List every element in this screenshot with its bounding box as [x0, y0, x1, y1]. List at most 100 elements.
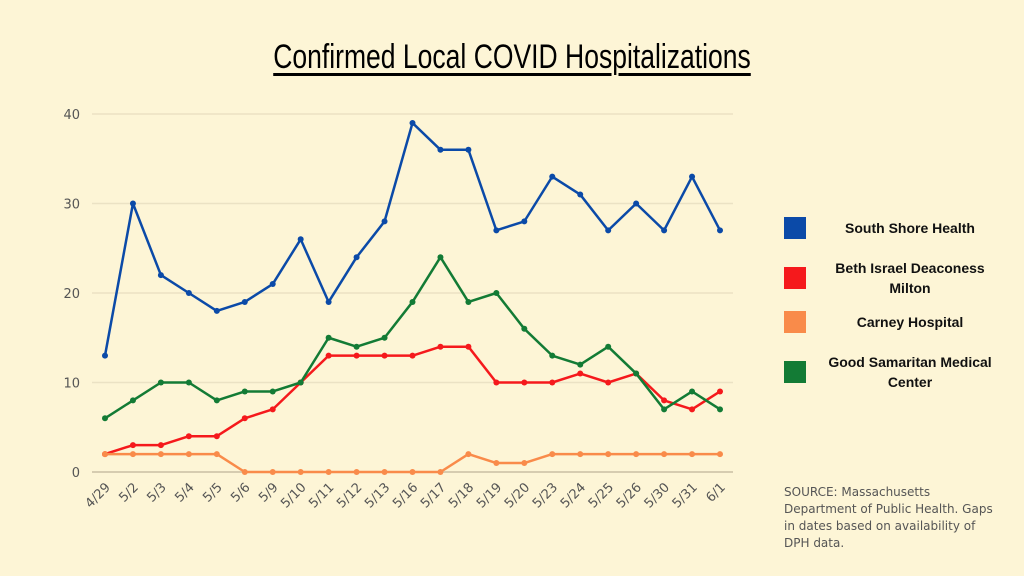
legend-swatch	[784, 267, 806, 289]
data-point	[437, 254, 444, 261]
data-point	[717, 406, 723, 413]
data-point	[241, 298, 248, 305]
data-point	[213, 397, 220, 404]
data-point	[605, 227, 612, 234]
series-line	[104, 345, 721, 456]
y-tick-label: 30	[63, 198, 80, 213]
data-point	[409, 352, 416, 359]
data-point	[661, 227, 668, 234]
data-point	[717, 451, 723, 458]
data-point	[297, 379, 304, 386]
data-point	[633, 451, 640, 458]
data-point	[689, 173, 696, 180]
data-point	[241, 415, 248, 422]
legend-label: Good Samaritan Medical Center	[828, 354, 992, 390]
data-point	[102, 451, 108, 458]
series-lines	[102, 119, 723, 475]
data-point	[325, 352, 332, 359]
legend-item-south-shore: South Shore Health	[784, 208, 1004, 248]
data-point	[437, 469, 444, 475]
x-tick-label: 5/11	[306, 480, 337, 511]
legend-label: Beth Israel Deaconess Milton	[835, 260, 985, 296]
data-point	[241, 469, 248, 475]
data-point	[297, 469, 304, 475]
data-point	[633, 200, 640, 207]
data-point	[465, 298, 472, 305]
legend-label: Carney Hospital	[856, 314, 964, 330]
data-point	[549, 352, 556, 359]
data-point	[157, 379, 164, 386]
data-point	[577, 370, 584, 377]
x-tick-label: 5/16	[390, 480, 421, 511]
data-point	[129, 451, 136, 458]
series-south-shore-health	[102, 119, 723, 359]
x-tick-label: 4/29	[83, 480, 114, 511]
x-tick-label: 6/1	[703, 480, 728, 505]
data-point	[661, 406, 668, 413]
chart-title-text: Confirmed Local COVID Hospitalizations	[273, 38, 751, 76]
data-point	[157, 272, 164, 279]
data-point	[353, 343, 360, 350]
data-point	[605, 451, 612, 458]
series-carney-hospital	[102, 451, 723, 475]
data-point	[661, 397, 668, 404]
data-point	[521, 218, 528, 225]
legend-swatch	[784, 361, 806, 383]
x-tick-label: 5/17	[418, 480, 449, 511]
x-tick-label: 5/13	[362, 480, 393, 511]
x-tick-label: 5/12	[334, 480, 365, 511]
legend-item-good-samaritan: Good Samaritan Medical Center	[784, 352, 1004, 392]
legend-swatch	[784, 217, 806, 239]
data-point	[409, 469, 416, 475]
data-point	[185, 379, 192, 386]
data-point	[269, 388, 276, 395]
data-point	[353, 254, 360, 261]
legend-item-beth-israel: Beth Israel Deaconess Milton	[784, 258, 1004, 298]
y-tick-label: 40	[63, 108, 80, 123]
data-point	[325, 334, 332, 341]
data-point	[157, 451, 164, 458]
data-point	[185, 433, 192, 440]
data-point	[409, 298, 416, 305]
data-point	[297, 236, 304, 243]
series-line	[103, 121, 722, 356]
x-tick-label: 5/2	[116, 480, 141, 505]
legend-item-carney: Carney Hospital	[784, 302, 1004, 342]
data-point	[717, 227, 723, 234]
data-point	[521, 460, 528, 467]
data-point	[157, 442, 164, 449]
data-point	[325, 298, 332, 305]
data-point	[325, 469, 332, 475]
data-point	[437, 146, 444, 153]
data-point	[269, 406, 276, 413]
data-point	[661, 451, 668, 458]
x-tick-label: 5/20	[502, 480, 533, 511]
data-point	[493, 290, 500, 296]
legend-swatch	[784, 311, 806, 333]
x-tick-label: 5/4	[172, 480, 197, 505]
data-point	[102, 415, 108, 422]
y-axis-ticks: 0 10 20 30 40	[63, 108, 80, 481]
x-tick-label: 5/25	[586, 480, 617, 511]
y-tick-label: 0	[72, 466, 80, 481]
data-point	[269, 469, 276, 475]
data-point	[689, 406, 696, 413]
y-tick-label: 20	[63, 287, 80, 302]
data-point	[633, 370, 640, 377]
data-point	[465, 343, 472, 350]
data-point	[213, 307, 220, 314]
data-point	[241, 388, 248, 395]
chart-title: Confirmed Local COVID Hospitalizations	[113, 38, 912, 77]
x-tick-label: 5/6	[228, 480, 253, 505]
data-point	[437, 343, 444, 350]
x-tick-label: 5/9	[256, 480, 281, 505]
data-point	[493, 460, 500, 467]
x-tick-label: 5/5	[200, 480, 225, 505]
data-point	[577, 451, 584, 458]
x-tick-label: 5/23	[530, 480, 561, 511]
data-point	[129, 397, 136, 404]
data-point	[213, 451, 220, 458]
data-point	[185, 451, 192, 458]
x-tick-label: 5/30	[642, 480, 673, 511]
data-point	[381, 352, 388, 359]
